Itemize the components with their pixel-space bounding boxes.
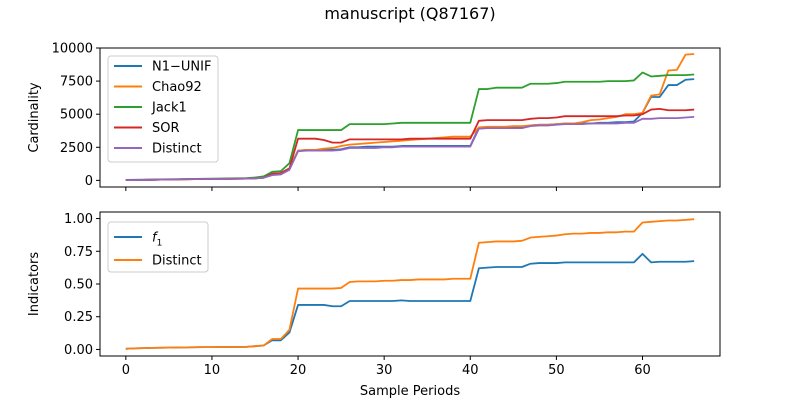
legend-label: f1 bbox=[152, 231, 162, 249]
x-tick-label: 10 bbox=[204, 363, 221, 378]
x-tick-label: 40 bbox=[462, 363, 479, 378]
plot-frame bbox=[99, 47, 721, 188]
series-line-2-2 bbox=[125, 218, 695, 350]
y-tick-label: 2500 bbox=[60, 141, 93, 156]
x-tick-label: 0 bbox=[122, 363, 130, 378]
x-tick-label: 50 bbox=[548, 363, 565, 378]
legend: f1 Distinct bbox=[107, 221, 209, 273]
y-tick-label: 1.00 bbox=[64, 212, 93, 227]
x-tick-label: 60 bbox=[634, 363, 651, 378]
y-tick-label: 0.75 bbox=[64, 245, 93, 260]
x-tick-label: 20 bbox=[290, 363, 307, 378]
legend-label: SOR bbox=[152, 121, 180, 136]
y-tick-label: 0.25 bbox=[64, 310, 93, 325]
series-line-1-5 bbox=[125, 115, 695, 182]
series-line-2-1 bbox=[125, 252, 695, 350]
chart-panel-1: 0 2500 5000 7500 10000 Cardinality N1−UNIF Chao… bbox=[27, 42, 721, 191]
y-tick-label: 0 bbox=[85, 174, 93, 189]
legend-label: N1−UNIF bbox=[152, 60, 211, 75]
legend-frame bbox=[107, 55, 219, 163]
y-tick-label: 0.50 bbox=[64, 278, 93, 293]
legend-label: Distinct bbox=[152, 254, 202, 269]
y-tick-label: 0.00 bbox=[64, 343, 93, 358]
y-axis-label: Cardinality bbox=[27, 82, 42, 153]
y-tick-label: 5000 bbox=[60, 108, 93, 123]
y-tick-label: 10000 bbox=[52, 42, 93, 57]
axes-group: 0 2500 5000 7500 10000 Cardinality N1−UNIF Chao… bbox=[27, 42, 721, 399]
legend: N1−UNIF Chao92 Jack1 SOR Distinct bbox=[107, 55, 219, 163]
chart-panel-2: 0 10 20 30 40 50 60 0.00 0.25 0.50 0.75 1.00 Indicat… bbox=[27, 211, 721, 399]
x-axis-label: Sample Periods bbox=[360, 384, 460, 399]
y-tick-label: 7500 bbox=[60, 75, 93, 90]
legend-label: Distinct bbox=[152, 142, 202, 157]
x-tick-label: 30 bbox=[376, 363, 393, 378]
legend-label: Jack1 bbox=[151, 101, 187, 116]
y-axis-label: Indicators bbox=[27, 252, 42, 316]
legend-label: Chao92 bbox=[152, 80, 202, 95]
figure-title: manuscript (Q87167) bbox=[324, 4, 495, 23]
